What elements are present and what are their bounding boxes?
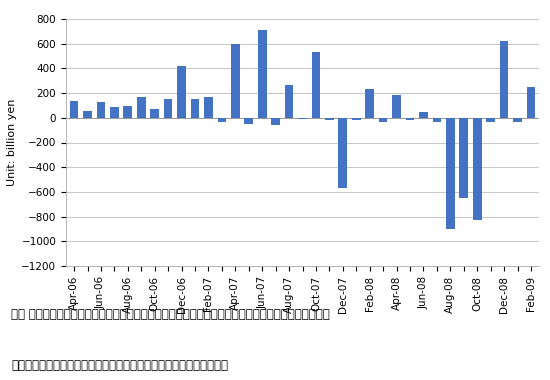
Bar — [338, 118, 347, 188]
Text: 場発行顕と私募債発行顕を加えたものを発行高として定義している。: 場発行顕と私募債発行顕を加えたものを発行高として定義している。 — [11, 359, 228, 372]
Y-axis label: Unit: billion yen: Unit: billion yen — [7, 99, 17, 186]
Bar — [325, 118, 334, 120]
Bar — [446, 118, 455, 229]
Bar — [123, 106, 132, 118]
Bar — [177, 66, 186, 118]
Bar — [486, 118, 495, 122]
Bar — [392, 95, 401, 118]
Bar — [406, 118, 414, 120]
Bar — [164, 99, 173, 118]
Bar — [231, 44, 240, 118]
Bar — [500, 41, 508, 118]
Bar — [432, 118, 441, 122]
Bar — [271, 118, 280, 125]
Bar — [352, 118, 361, 120]
Bar — [244, 118, 253, 124]
Bar — [150, 109, 159, 118]
Bar — [379, 118, 388, 122]
Bar — [97, 102, 105, 118]
Bar — [258, 30, 267, 118]
Bar — [513, 118, 522, 122]
Bar — [191, 99, 199, 118]
Bar — [526, 87, 535, 118]
Bar — [83, 111, 92, 118]
Bar — [473, 118, 482, 220]
Bar — [70, 100, 79, 118]
Bar — [311, 52, 320, 118]
Bar — [459, 118, 468, 198]
Bar — [419, 112, 428, 118]
Bar — [285, 85, 294, 118]
Bar — [217, 118, 226, 122]
Bar — [137, 97, 146, 118]
Bar — [365, 89, 374, 118]
Bar — [110, 107, 119, 118]
Bar — [298, 118, 307, 119]
Text: 注） データ出所は、日本銀行と日本証券業協会である。普通社債について、国内市場発行顕に海外市: 注） データ出所は、日本銀行と日本証券業協会である。普通社債について、国内市場発… — [11, 308, 330, 321]
Bar — [204, 97, 213, 118]
